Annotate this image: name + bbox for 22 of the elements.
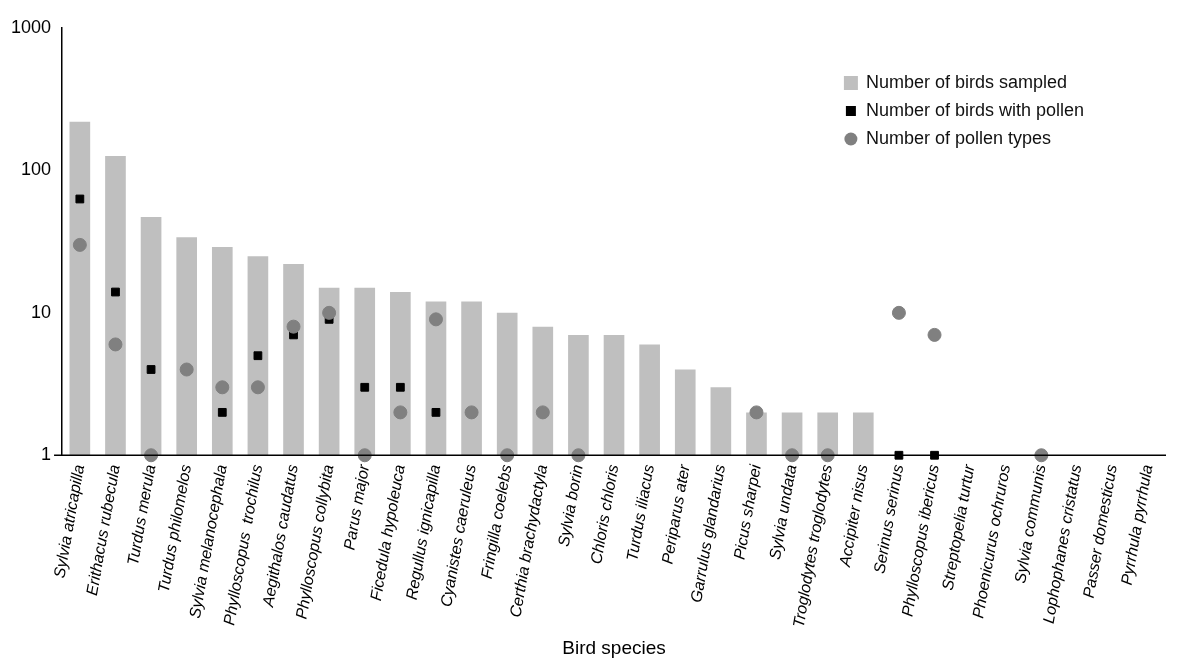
x-tick-label: Fringilla coelebs (477, 463, 515, 581)
y-tick-label: 10 (31, 301, 52, 322)
x-tick-label: Sylvia borin (554, 463, 586, 548)
x-tick-label: Chloris chloris (587, 463, 622, 566)
legend-label: Number of pollen types (865, 127, 1052, 148)
legend-label: Number of birds with pollen (865, 99, 1085, 120)
x-tick-label: Serinus serinus (870, 463, 907, 575)
y-tick-label: 1 (41, 444, 52, 465)
x-tick-label: Periparus ater (658, 462, 693, 566)
x-tick-label: Sylvia communis (1011, 463, 1049, 585)
x-axis-title: Bird species (562, 636, 666, 658)
x-tick-label: Turdus iliacus (623, 463, 657, 563)
x-tick-label: Picus sharpei (730, 462, 764, 561)
x-tick-label: Pyrrhula pyrrhula (1117, 463, 1156, 587)
x-tick-label: Parus major (340, 462, 373, 552)
x-tick-label: Streptopelia turtur (938, 462, 978, 592)
y-tick-label: 1000 (11, 16, 52, 37)
x-tick-label: Turdus merula (123, 463, 159, 567)
legend-label: Number of birds sampled (865, 71, 1067, 92)
x-tick-label: Accipiter nisus (835, 463, 871, 569)
y-tick-label: 100 (21, 159, 52, 180)
x-tick-label: Sylvia undata (766, 463, 800, 561)
